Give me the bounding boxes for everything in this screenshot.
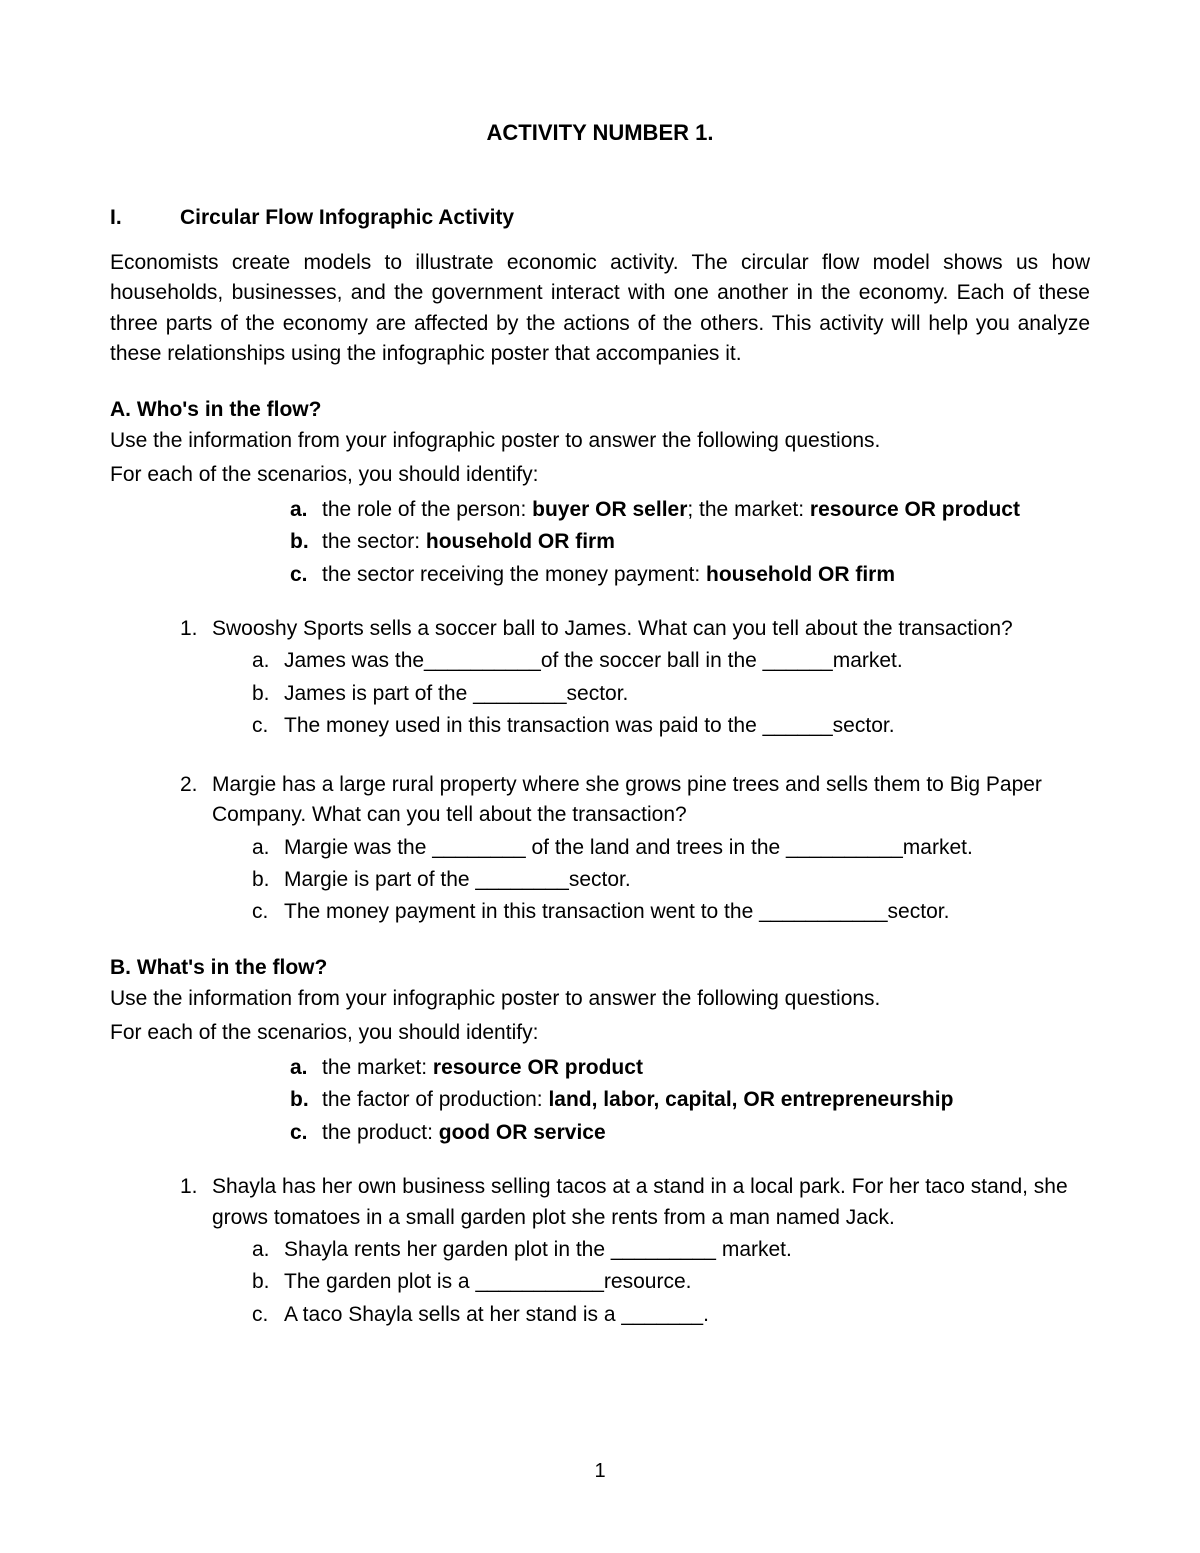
identify-item: a. the market: resource OR product <box>290 1053 1090 1083</box>
answer-item: a. Shayla rents her garden plot in the _… <box>252 1235 1090 1265</box>
identify-text: the product: good OR service <box>322 1118 1090 1148</box>
answer-item: c. The money payment in this transaction… <box>252 897 1090 927</box>
question-prompt: 1. Swooshy Sports sells a soccer ball to… <box>180 614 1090 644</box>
section-title: Circular Flow Infographic Activity <box>180 206 514 230</box>
answer-letter: c. <box>252 897 284 927</box>
part-b-intro-1: Use the information from your infographi… <box>110 984 1090 1014</box>
answer-item: b. The garden plot is a ___________resou… <box>252 1267 1090 1297</box>
identify-letter: b. <box>290 1085 322 1115</box>
answer-item: b. James is part of the ________sector. <box>252 679 1090 709</box>
question-block: 1. Shayla has her own business selling t… <box>180 1172 1090 1330</box>
question-block: 2. Margie has a large rural property whe… <box>180 770 1090 928</box>
identify-letter: b. <box>290 527 322 557</box>
section-number: I. <box>110 206 180 230</box>
identify-text: the role of the person: buyer OR seller;… <box>322 495 1090 525</box>
question-number: 1. <box>180 1172 212 1233</box>
answer-letter: a. <box>252 1235 284 1265</box>
answer-letter: a. <box>252 646 284 676</box>
answer-text: The money payment in this transaction we… <box>284 897 949 927</box>
answer-text: The money used in this transaction was p… <box>284 711 895 741</box>
answer-item: a. James was the__________of the soccer … <box>252 646 1090 676</box>
answer-letter: b. <box>252 679 284 709</box>
answer-letter: b. <box>252 1267 284 1297</box>
page-number: 1 <box>0 1460 1200 1483</box>
identify-item: b. the factor of production: land, labor… <box>290 1085 1090 1115</box>
section-header: I. Circular Flow Infographic Activity <box>110 206 1090 230</box>
activity-title: ACTIVITY NUMBER 1. <box>110 120 1090 146</box>
identify-letter: c. <box>290 560 322 590</box>
answer-list: a. Margie was the ________ of the land a… <box>252 833 1090 928</box>
question-prompt: 2. Margie has a large rural property whe… <box>180 770 1090 831</box>
question-text: Margie has a large rural property where … <box>212 770 1090 831</box>
part-a-intro-1: Use the information from your infographi… <box>110 426 1090 456</box>
part-a-intro-2: For each of the scenarios, you should id… <box>110 460 1090 490</box>
identify-letter: a. <box>290 1053 322 1083</box>
identify-letter: c. <box>290 1118 322 1148</box>
answer-text: James is part of the ________sector. <box>284 679 628 709</box>
question-number: 2. <box>180 770 212 831</box>
identify-text: the market: resource OR product <box>322 1053 1090 1083</box>
answer-item: a. Margie was the ________ of the land a… <box>252 833 1090 863</box>
answer-item: c. A taco Shayla sells at her stand is a… <box>252 1300 1090 1330</box>
identify-item: c. the sector receiving the money paymen… <box>290 560 1090 590</box>
question-text: Swooshy Sports sells a soccer ball to Ja… <box>212 614 1090 644</box>
answer-letter: a. <box>252 833 284 863</box>
question-prompt: 1. Shayla has her own business selling t… <box>180 1172 1090 1233</box>
answer-text: Shayla rents her garden plot in the ____… <box>284 1235 792 1265</box>
identify-item: c. the product: good OR service <box>290 1118 1090 1148</box>
part-b-identify-list: a. the market: resource OR product b. th… <box>290 1053 1090 1148</box>
part-a-identify-list: a. the role of the person: buyer OR sell… <box>290 495 1090 590</box>
answer-text: Margie was the ________ of the land and … <box>284 833 973 863</box>
answer-item: b. Margie is part of the ________sector. <box>252 865 1090 895</box>
identify-text: the factor of production: land, labor, c… <box>322 1085 1090 1115</box>
identify-text: the sector receiving the money payment: … <box>322 560 1090 590</box>
answer-item: c. The money used in this transaction wa… <box>252 711 1090 741</box>
part-a-header: A. Who's in the flow? <box>110 398 1090 422</box>
document-page: ACTIVITY NUMBER 1. I. Circular Flow Info… <box>0 0 1200 1418</box>
question-number: 1. <box>180 614 212 644</box>
intro-paragraph: Economists create models to illustrate e… <box>110 248 1090 370</box>
question-block: 1. Swooshy Sports sells a soccer ball to… <box>180 614 1090 742</box>
answer-list: a. James was the__________of the soccer … <box>252 646 1090 741</box>
part-b-header: B. What's in the flow? <box>110 956 1090 980</box>
answer-letter: c. <box>252 711 284 741</box>
answer-text: James was the__________of the soccer bal… <box>284 646 903 676</box>
identify-text: the sector: household OR firm <box>322 527 1090 557</box>
answer-letter: c. <box>252 1300 284 1330</box>
answer-text: A taco Shayla sells at her stand is a __… <box>284 1300 709 1330</box>
identify-item: a. the role of the person: buyer OR sell… <box>290 495 1090 525</box>
answer-text: Margie is part of the ________sector. <box>284 865 631 895</box>
answer-list: a. Shayla rents her garden plot in the _… <box>252 1235 1090 1330</box>
part-b-intro-2: For each of the scenarios, you should id… <box>110 1018 1090 1048</box>
identify-letter: a. <box>290 495 322 525</box>
answer-text: The garden plot is a ___________resource… <box>284 1267 691 1297</box>
answer-letter: b. <box>252 865 284 895</box>
identify-item: b. the sector: household OR firm <box>290 527 1090 557</box>
question-text: Shayla has her own business selling taco… <box>212 1172 1090 1233</box>
